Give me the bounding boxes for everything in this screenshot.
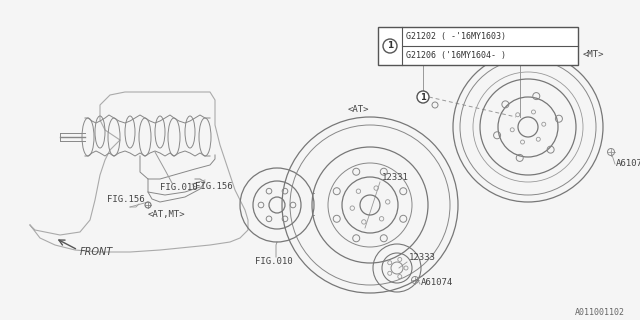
Text: <AT>: <AT>: [348, 105, 369, 114]
Text: FIG.010: FIG.010: [160, 183, 198, 192]
Text: G21206 ('16MY1604- ): G21206 ('16MY1604- ): [406, 51, 506, 60]
Text: FIG.156: FIG.156: [195, 182, 232, 191]
Text: 12333: 12333: [409, 253, 436, 262]
Text: 1: 1: [387, 42, 393, 51]
Text: A011001102: A011001102: [575, 308, 625, 317]
Text: <MT>: <MT>: [583, 50, 605, 59]
Text: FRONT: FRONT: [80, 247, 113, 257]
Text: A61074: A61074: [421, 278, 453, 287]
Text: 12331: 12331: [382, 173, 409, 182]
FancyBboxPatch shape: [378, 27, 578, 65]
Circle shape: [383, 39, 397, 53]
Text: G21202 ( -'16MY1603): G21202 ( -'16MY1603): [406, 32, 506, 41]
Text: FIG.156: FIG.156: [107, 195, 145, 204]
Text: 12310: 12310: [506, 30, 533, 39]
Text: 1: 1: [420, 92, 426, 101]
Text: <AT,MT>: <AT,MT>: [148, 210, 186, 219]
Text: FIG.010: FIG.010: [255, 257, 292, 266]
Circle shape: [417, 91, 429, 103]
Text: A61074: A61074: [616, 159, 640, 168]
